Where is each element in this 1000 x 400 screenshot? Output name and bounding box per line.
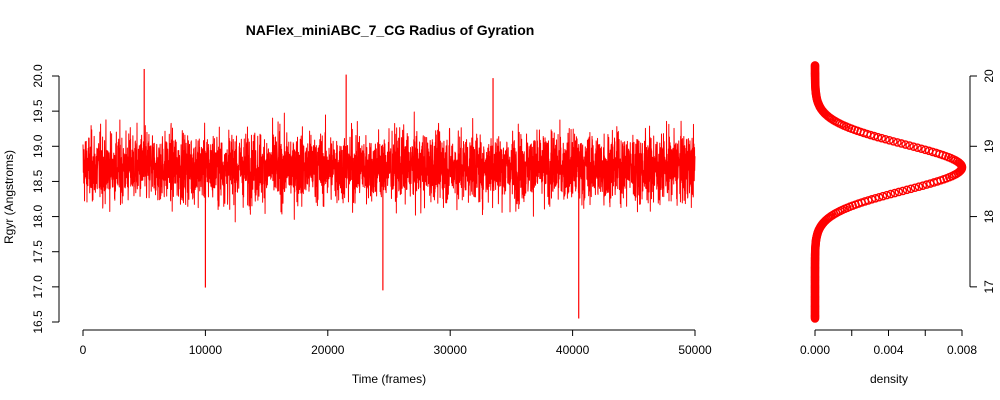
y-tick-label-4: 18.5 bbox=[31, 169, 45, 193]
density-point-163 bbox=[909, 142, 918, 151]
y-axis-title: Rgyr (Angstroms) bbox=[2, 150, 16, 244]
density-y-tick-label-1: 18 bbox=[982, 210, 996, 224]
density-point-162 bbox=[913, 143, 922, 152]
density-point-115 bbox=[874, 192, 884, 202]
x-tick-label-2: 20000 bbox=[311, 343, 345, 357]
density-axis-title: density bbox=[870, 372, 908, 386]
y-tick-label-7: 20.0 bbox=[31, 64, 45, 88]
density-point-159 bbox=[924, 146, 934, 156]
density-point-240 bbox=[810, 61, 820, 70]
density-y-tick-label-0: 17 bbox=[982, 280, 996, 294]
density-point-158 bbox=[928, 147, 938, 157]
time-series-lines bbox=[82, 68, 696, 319]
density-x-tick-label-1: 0.004 bbox=[873, 343, 903, 357]
density-point-126 bbox=[918, 181, 928, 190]
x-tick-label-3: 30000 bbox=[434, 343, 468, 357]
density-point-168 bbox=[889, 137, 898, 146]
x-tick-label-0: 0 bbox=[80, 343, 87, 357]
density-point-116 bbox=[878, 191, 888, 201]
y-tick-label-5: 19.0 bbox=[31, 134, 45, 158]
density-point-167 bbox=[893, 138, 902, 147]
density-y-tick-label-3: 20 bbox=[982, 69, 996, 83]
x-tick-label-4: 40000 bbox=[556, 343, 590, 357]
x-tick-label-5: 50000 bbox=[678, 343, 712, 357]
density-x-tick-label-0: 0.000 bbox=[800, 343, 830, 357]
time-series-axes: 0 10000 20000 30000 40000 50000 16.5 17.0 17.5 18… bbox=[31, 64, 712, 357]
density-point-122 bbox=[902, 185, 912, 195]
rgyr-series-line bbox=[82, 111, 696, 223]
density-point-125 bbox=[914, 182, 924, 191]
density-point-121 bbox=[898, 186, 908, 196]
y-tick-label-2: 17.5 bbox=[31, 240, 45, 264]
density-point-114 bbox=[871, 193, 880, 203]
density-point-165 bbox=[901, 140, 910, 149]
chart-title: NAFlex_miniABC_7_CG Radius of Gyration bbox=[246, 22, 535, 38]
density-point-166 bbox=[897, 139, 906, 148]
density-curve bbox=[810, 61, 967, 323]
density-point-118 bbox=[886, 189, 896, 199]
density-point-160 bbox=[921, 145, 930, 155]
density-point-124 bbox=[910, 183, 920, 193]
density-axes: 0.000 0.004 0.008 17 18 19 20 bbox=[800, 69, 996, 357]
density-y-tick-label-2: 19 bbox=[982, 139, 996, 153]
y-tick-label-1: 17.0 bbox=[31, 275, 45, 299]
y-tick-label-0: 16.5 bbox=[31, 310, 45, 334]
density-x-tick-label-2: 0.008 bbox=[947, 343, 977, 357]
x-axis-title: Time (frames) bbox=[352, 372, 426, 386]
density-point-170 bbox=[881, 134, 890, 144]
density-point-120 bbox=[894, 187, 904, 197]
density-point-117 bbox=[882, 190, 892, 200]
density-point-169 bbox=[885, 136, 894, 145]
density-point-123 bbox=[906, 184, 916, 194]
density-point-171 bbox=[877, 133, 886, 143]
density-panel: 0.000 0.004 0.008 17 18 19 20 density bbox=[800, 61, 996, 386]
y-tick-label-3: 18.0 bbox=[31, 205, 45, 229]
density-point-164 bbox=[905, 141, 914, 150]
density-point-161 bbox=[917, 144, 926, 154]
time-series-panel: 0 10000 20000 30000 40000 50000 16.5 17.0 17.5 18… bbox=[2, 64, 712, 386]
y-tick-label-6: 19.5 bbox=[31, 99, 45, 123]
x-tick-label-1: 10000 bbox=[189, 343, 223, 357]
density-point-119 bbox=[890, 188, 900, 198]
